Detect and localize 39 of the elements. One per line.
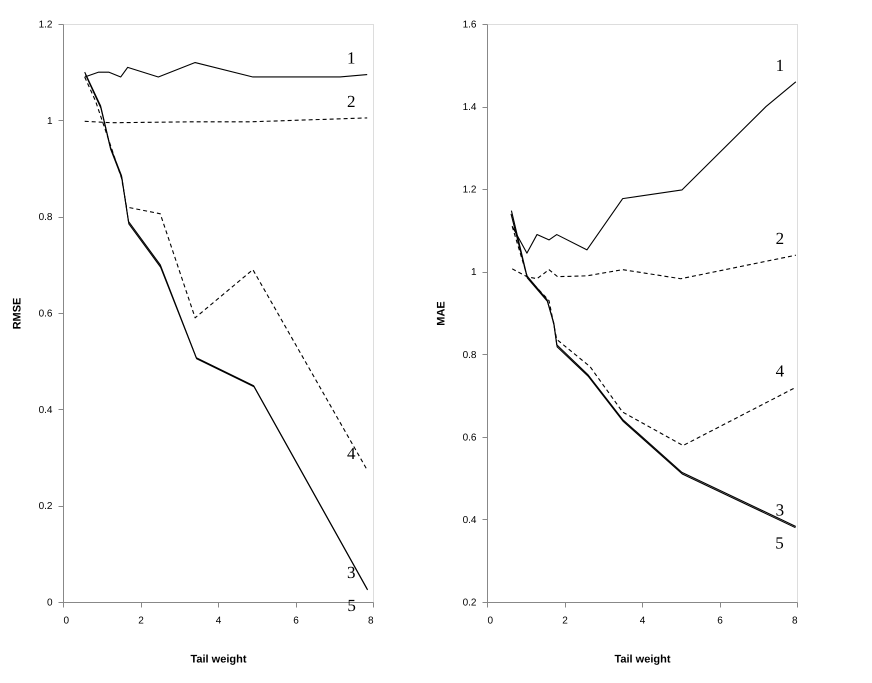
x-tick-label: 6 [717,616,724,626]
y-tick-label: 0.6 [38,308,53,320]
x-axis-title: Tail weight [614,654,671,666]
series-label: 3 [776,500,784,520]
series-label: 1 [776,56,784,75]
x-tick-label: 2 [138,616,144,626]
x-tick-label: 6 [293,616,300,626]
x-tick-label: 8 [792,616,798,626]
series-label: 5 [775,534,784,553]
series-label: 4 [776,361,785,380]
y-tick-label: 1 [470,267,477,278]
y-tick-label: 0.2 [462,598,477,608]
y-tick-label: 0.6 [462,432,477,444]
series-label: 5 [347,596,356,615]
y-tick-label: 0.8 [462,350,477,361]
x-tick-label: 0 [488,616,494,626]
x-tick-label: 8 [368,616,374,626]
y-tick-label: 1.2 [462,184,477,196]
x-tick-label: 4 [640,616,646,626]
y-tick-label: 0.4 [462,514,477,526]
y-tick-label: 0.2 [38,501,53,512]
y-tick-label: 0.8 [38,212,53,224]
y-tick-label: 1 [46,116,53,127]
y-tick-label: 1.2 [38,20,53,30]
series-label: 2 [346,92,356,111]
series-label: 4 [346,444,356,464]
x-tick-label: 0 [64,616,70,626]
x-axis-title: Tail weight [190,654,247,666]
x-tick-label: 2 [562,616,568,626]
x-tick-label: 4 [216,616,222,626]
y-axis-title: MAE [436,301,448,326]
y-tick-label: 1.6 [462,20,477,30]
y-axis-title: RMSE [12,298,24,330]
y-tick-label: 0 [46,598,53,608]
series-label: 3 [346,562,356,582]
y-tick-label: 1.4 [462,102,477,114]
series-label: 2 [776,229,784,248]
y-tick-label: 0.4 [38,404,53,416]
series-label: 1 [346,48,356,68]
